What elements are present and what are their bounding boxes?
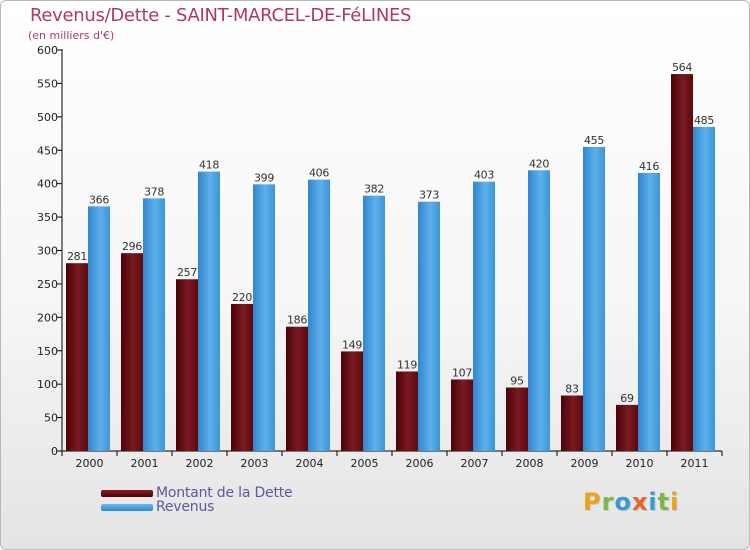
data-label-revenus: 416 [639,160,659,173]
y-tick-label: 550 [37,77,58,90]
logo-letter: t [657,488,671,516]
x-tick-label: 2011 [681,457,709,470]
bar-revenus [143,198,165,451]
data-label-dette: 107 [452,366,472,379]
bar-dette [396,371,418,451]
bar-chart: 0 50 100 150 200 250 300 350 400 450 500 550 600 2000… [37,44,723,470]
bar-dette [451,379,473,451]
data-label-revenus: 378 [144,185,164,198]
data-label-revenus: 485 [694,114,714,127]
logo-letter: i [670,488,680,516]
bar-revenus [473,181,495,451]
x-tick-label: 2010 [626,457,654,470]
proxiti-logo: Proxiti [583,488,679,516]
legend: Montant de la Dette Revenus [101,485,293,515]
data-labels: 281 366 296 378 257 418 220 399 186 406 149 382 119 3… [67,61,715,405]
y-tick-label: 300 [37,245,58,258]
data-label-dette: 149 [342,338,362,351]
y-tick-label: 250 [37,278,58,291]
data-label-dette: 281 [67,250,87,263]
data-label-dette: 69 [620,392,634,405]
x-tick-label: 2001 [131,457,159,470]
bar-dette [231,303,253,451]
bar-revenus [88,206,110,451]
bar-revenus [198,171,220,452]
data-label-dette: 296 [122,240,142,253]
bar-revenus [253,184,275,451]
bar-revenus [418,201,440,451]
legend-label-revenus: Revenus [156,499,215,515]
x-tick-label: 2009 [571,457,599,470]
logo-letter: x [631,488,649,516]
x-tick-label: 2006 [406,457,434,470]
bar-revenus [363,195,385,451]
y-tick-label: 400 [37,178,58,191]
bar-dette [176,279,198,451]
legend-label-dette: Montant de la Dette [156,485,293,501]
y-tick-label: 200 [37,311,58,324]
data-label-revenus: 455 [584,134,604,147]
data-label-revenus: 366 [89,193,109,206]
bar-revenus [638,172,660,451]
bar-dette [286,326,308,451]
bar-revenus [693,126,715,451]
data-label-revenus: 420 [529,157,549,170]
x-tick-label: 2000 [76,457,104,470]
data-label-dette: 186 [287,314,307,327]
bars [66,74,715,452]
x-tick-label: 2003 [241,457,269,470]
bar-dette [506,387,528,451]
bar-dette [561,395,583,451]
bar-dette [616,404,638,451]
y-tick-label: 450 [37,144,58,157]
chart-title: Revenus/Dette - SAINT-MARCEL-DE-FéLINES [30,5,412,26]
y-tick-label: 0 [51,445,58,458]
data-label-dette: 95 [510,375,524,388]
logo-letter: i [648,488,658,516]
data-label-revenus: 418 [199,159,219,172]
legend-item-dette: Montant de la Dette [101,485,293,501]
data-label-revenus: 382 [364,183,384,196]
x-tick-label: 2008 [516,457,544,470]
data-label-dette: 83 [565,383,579,396]
y-tick-label: 350 [37,211,58,224]
logo-letter: r [601,488,615,516]
legend-swatch-revenus [101,503,153,511]
bar-dette [671,74,693,451]
bar-dette [121,253,143,451]
data-label-dette: 220 [232,291,252,304]
data-label-revenus: 406 [309,167,329,180]
data-label-revenus: 403 [474,169,494,182]
data-label-dette: 119 [397,358,417,371]
legend-swatch-dette [101,489,153,497]
x-tick-label: 2002 [186,457,214,470]
y-tick-label: 500 [37,111,58,124]
bar-revenus [308,179,330,451]
axes: 0 50 100 150 200 250 300 350 400 450 500 550 600 2000… [37,44,723,470]
y-tick-label: 150 [37,345,58,358]
chart-subtitle: (en milliers d'€) [28,29,115,42]
x-tick-label: 2005 [351,457,379,470]
legend-item-revenus: Revenus [101,499,292,515]
data-label-revenus: 399 [254,171,274,184]
bar-revenus [583,146,605,452]
bar-revenus [528,170,550,452]
y-tick-label: 50 [44,412,58,425]
y-tick-label: 600 [37,44,58,57]
data-label-dette: 564 [672,61,692,74]
logo-letter: P [583,488,602,516]
data-label-dette: 257 [177,266,197,279]
x-tick-label: 2007 [461,457,489,470]
bar-dette [66,263,88,451]
x-tick-label: 2004 [296,457,324,470]
y-tick-label: 100 [37,378,58,391]
bar-dette [341,351,363,451]
logo-letter: o [614,488,632,516]
data-label-revenus: 373 [419,189,439,202]
